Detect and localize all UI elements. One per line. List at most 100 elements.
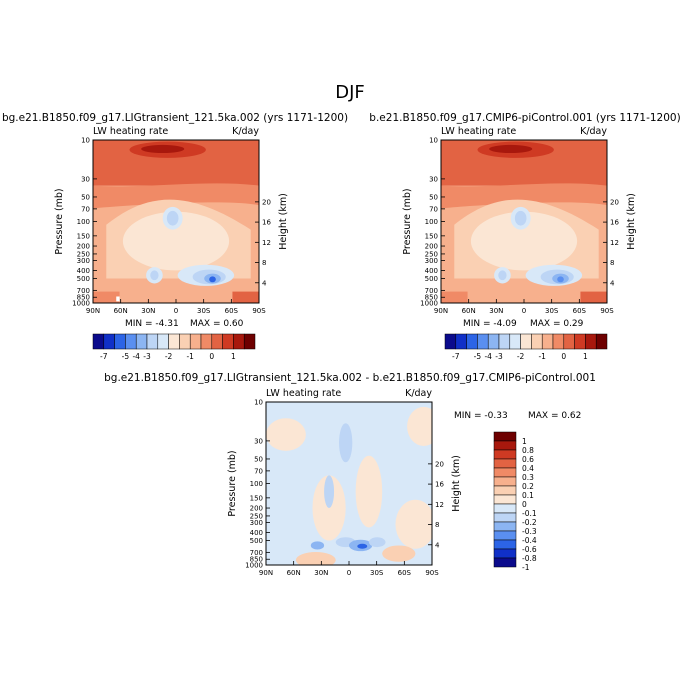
y2-tick-label: 20 (610, 198, 619, 206)
colorbar-box (444, 333, 457, 350)
x-tick-label: 30S (370, 569, 384, 577)
colorbar-label: 0.4 (522, 464, 534, 473)
field-contour (122, 211, 230, 271)
y-tick-label: 850 (77, 294, 90, 302)
y-tick-label: 400 (250, 529, 263, 537)
panel-2-title: b.e21.B1850.f09_g17.CMIP6-piControl.001 … (369, 112, 680, 124)
colorbar-box (585, 333, 597, 350)
x-tick-label: 90S (252, 307, 266, 315)
colorbar-box (595, 333, 608, 350)
colorbar-box (493, 449, 517, 460)
y-tick-label: 10 (81, 137, 90, 145)
y-tick-label: 400 (425, 267, 438, 275)
y-axis-title: Pressure (mb) (54, 188, 65, 254)
colorbar-box (92, 333, 105, 350)
panel-1-max: MAX = 0.60 (190, 319, 244, 329)
y-tick-label: 200 (425, 243, 438, 251)
y-tick-label: 100 (77, 218, 90, 226)
y-tick-label: 250 (77, 250, 90, 258)
colorbar-label: -1 (538, 352, 546, 361)
panel-1-right-label: K/day (232, 126, 259, 137)
colorbar-label: 0.3 (522, 473, 534, 482)
y2-tick-label: 16 (610, 219, 619, 227)
panel-2-min: MIN = -4.09 (463, 319, 517, 329)
colorbar-label: 1 (583, 352, 588, 361)
y-tick-label: 150 (77, 232, 90, 240)
y-tick-label: 700 (250, 549, 263, 557)
y-tick-label: 70 (81, 205, 90, 213)
y-tick-label: 1000 (245, 562, 263, 570)
panel-3-min: MIN = -0.33 (454, 411, 508, 421)
field-contour (489, 144, 533, 154)
x-tick-label: 60N (287, 569, 301, 577)
field-shade (441, 291, 468, 303)
y2-tick-label: 4 (610, 279, 615, 287)
field-shade (116, 296, 120, 302)
colorbar-label: -0.4 (522, 536, 537, 545)
colorbar-box (493, 467, 517, 478)
y-tick-label: 50 (81, 193, 90, 201)
y-tick-label: 30 (429, 175, 438, 183)
field-contour (368, 537, 386, 548)
y-tick-label: 200 (250, 505, 263, 513)
y-tick-label: 70 (254, 467, 263, 475)
field-contour (266, 418, 306, 451)
colorbar-box (179, 333, 191, 350)
x-tick-label: 30S (545, 307, 559, 315)
y-tick-label: 250 (425, 250, 438, 258)
colorbar-box (498, 333, 511, 350)
panel-2-colorbar: -7 -5 -4 -3 -2 -1 0 1 (444, 333, 608, 361)
colorbar-label: 0.6 (522, 455, 534, 464)
panel-1-min: MIN = -4.31 (125, 319, 179, 329)
y2-axis-title: Height (km) (626, 193, 637, 250)
field-contour (514, 210, 527, 226)
colorbar-box (493, 503, 517, 514)
y-tick-label: 70 (429, 205, 438, 213)
y2-tick-label: 8 (610, 259, 614, 267)
colorbar-label: 0.8 (522, 446, 534, 455)
colorbar-label: -0.3 (522, 527, 537, 536)
colorbar-box (493, 440, 517, 451)
y2-tick-label: 12 (610, 239, 619, 247)
y-tick-label: 400 (77, 267, 90, 275)
colorbar-label: -0.1 (522, 509, 537, 518)
y2-tick-label: 16 (262, 219, 271, 227)
y-tick-label: 150 (250, 494, 263, 502)
field-shade (232, 291, 259, 303)
field-contour (557, 276, 564, 283)
colorbar-label: 1 (522, 437, 527, 446)
y2-axis-title: Height (km) (451, 455, 462, 512)
panel-3-field (266, 402, 432, 565)
field-contour (339, 423, 353, 463)
colorbar-box (493, 485, 517, 496)
colorbar-box (114, 333, 126, 350)
field-contour (357, 543, 368, 549)
field-contour (312, 475, 346, 541)
colorbar-box (493, 530, 517, 541)
colorbar-box (243, 333, 256, 350)
colorbar-label: -0.2 (522, 518, 537, 527)
colorbar-box (493, 494, 517, 505)
panel-1-colorbar: -7 -5 -4 -3 -2 -1 0 1 (92, 333, 256, 361)
panel-1-field (93, 140, 259, 303)
colorbar-label: -2 (517, 352, 525, 361)
colorbar-label: -3 (143, 352, 151, 361)
colorbar-box (200, 333, 213, 350)
panel-3-left-label: LW heating rate (266, 388, 341, 399)
colorbar-box (168, 333, 180, 350)
y-tick-label: 700 (425, 287, 438, 295)
y-tick-label: 200 (77, 243, 90, 251)
y-tick-label: 500 (425, 275, 438, 283)
colorbar-label: -7 (452, 352, 460, 361)
panel-1: bg.e21.B1850.f09_g17.LIGtransient_121.5k… (2, 112, 348, 361)
field-contour (166, 210, 179, 226)
field-contour (324, 475, 335, 508)
colorbar-box (233, 333, 245, 350)
x-tick-label: 90S (425, 569, 439, 577)
panel-3-title: bg.e21.B1850.f09_g17.LIGtransient_121.5k… (104, 372, 596, 384)
colorbar-box (493, 431, 517, 442)
colorbar-label: -4 (484, 352, 492, 361)
colorbar-box (466, 333, 478, 350)
colorbar-box (509, 333, 521, 350)
